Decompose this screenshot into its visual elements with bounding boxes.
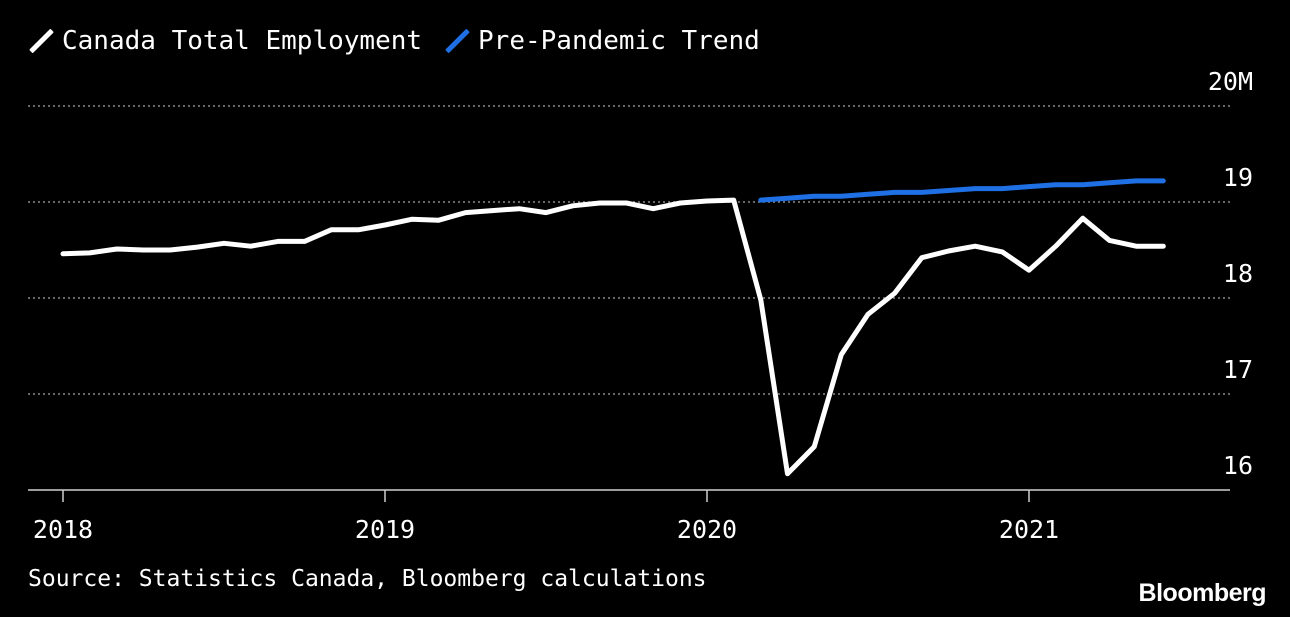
x-tick-label-3: 2021 [999,515,1059,544]
source-note: Source: Statistics Canada, Bloomberg cal… [28,566,707,592]
legend-label-employment: Canada Total Employment [62,26,423,56]
y-tick-label-0: 20M [1208,67,1253,96]
y-tick-label-2: 18 [1223,259,1253,288]
line-chart: 20M 19 18 17 16 2018 2019 2020 2021 [28,67,1253,544]
series-line-employment [60,197,1166,477]
legend-label-trend: Pre-Pandemic Trend [478,26,760,56]
legend-item-trend: Pre-Pandemic Trend [444,26,760,56]
y-tick-label-4: 16 [1223,451,1253,480]
legend: Canada Total Employment Pre-Pandemic Tre… [28,26,782,56]
bloomberg-logo: Bloomberg [1138,579,1267,607]
x-tick-label-1: 2019 [355,515,415,544]
series-line-trend [758,178,1166,203]
y-tick-label-1: 19 [1223,163,1253,192]
legend-item-employment: Canada Total Employment [28,26,422,56]
x-tick-label-2: 2020 [677,515,737,544]
y-tick-label-3: 17 [1223,355,1253,384]
x-tick-label-0: 2018 [33,515,93,544]
